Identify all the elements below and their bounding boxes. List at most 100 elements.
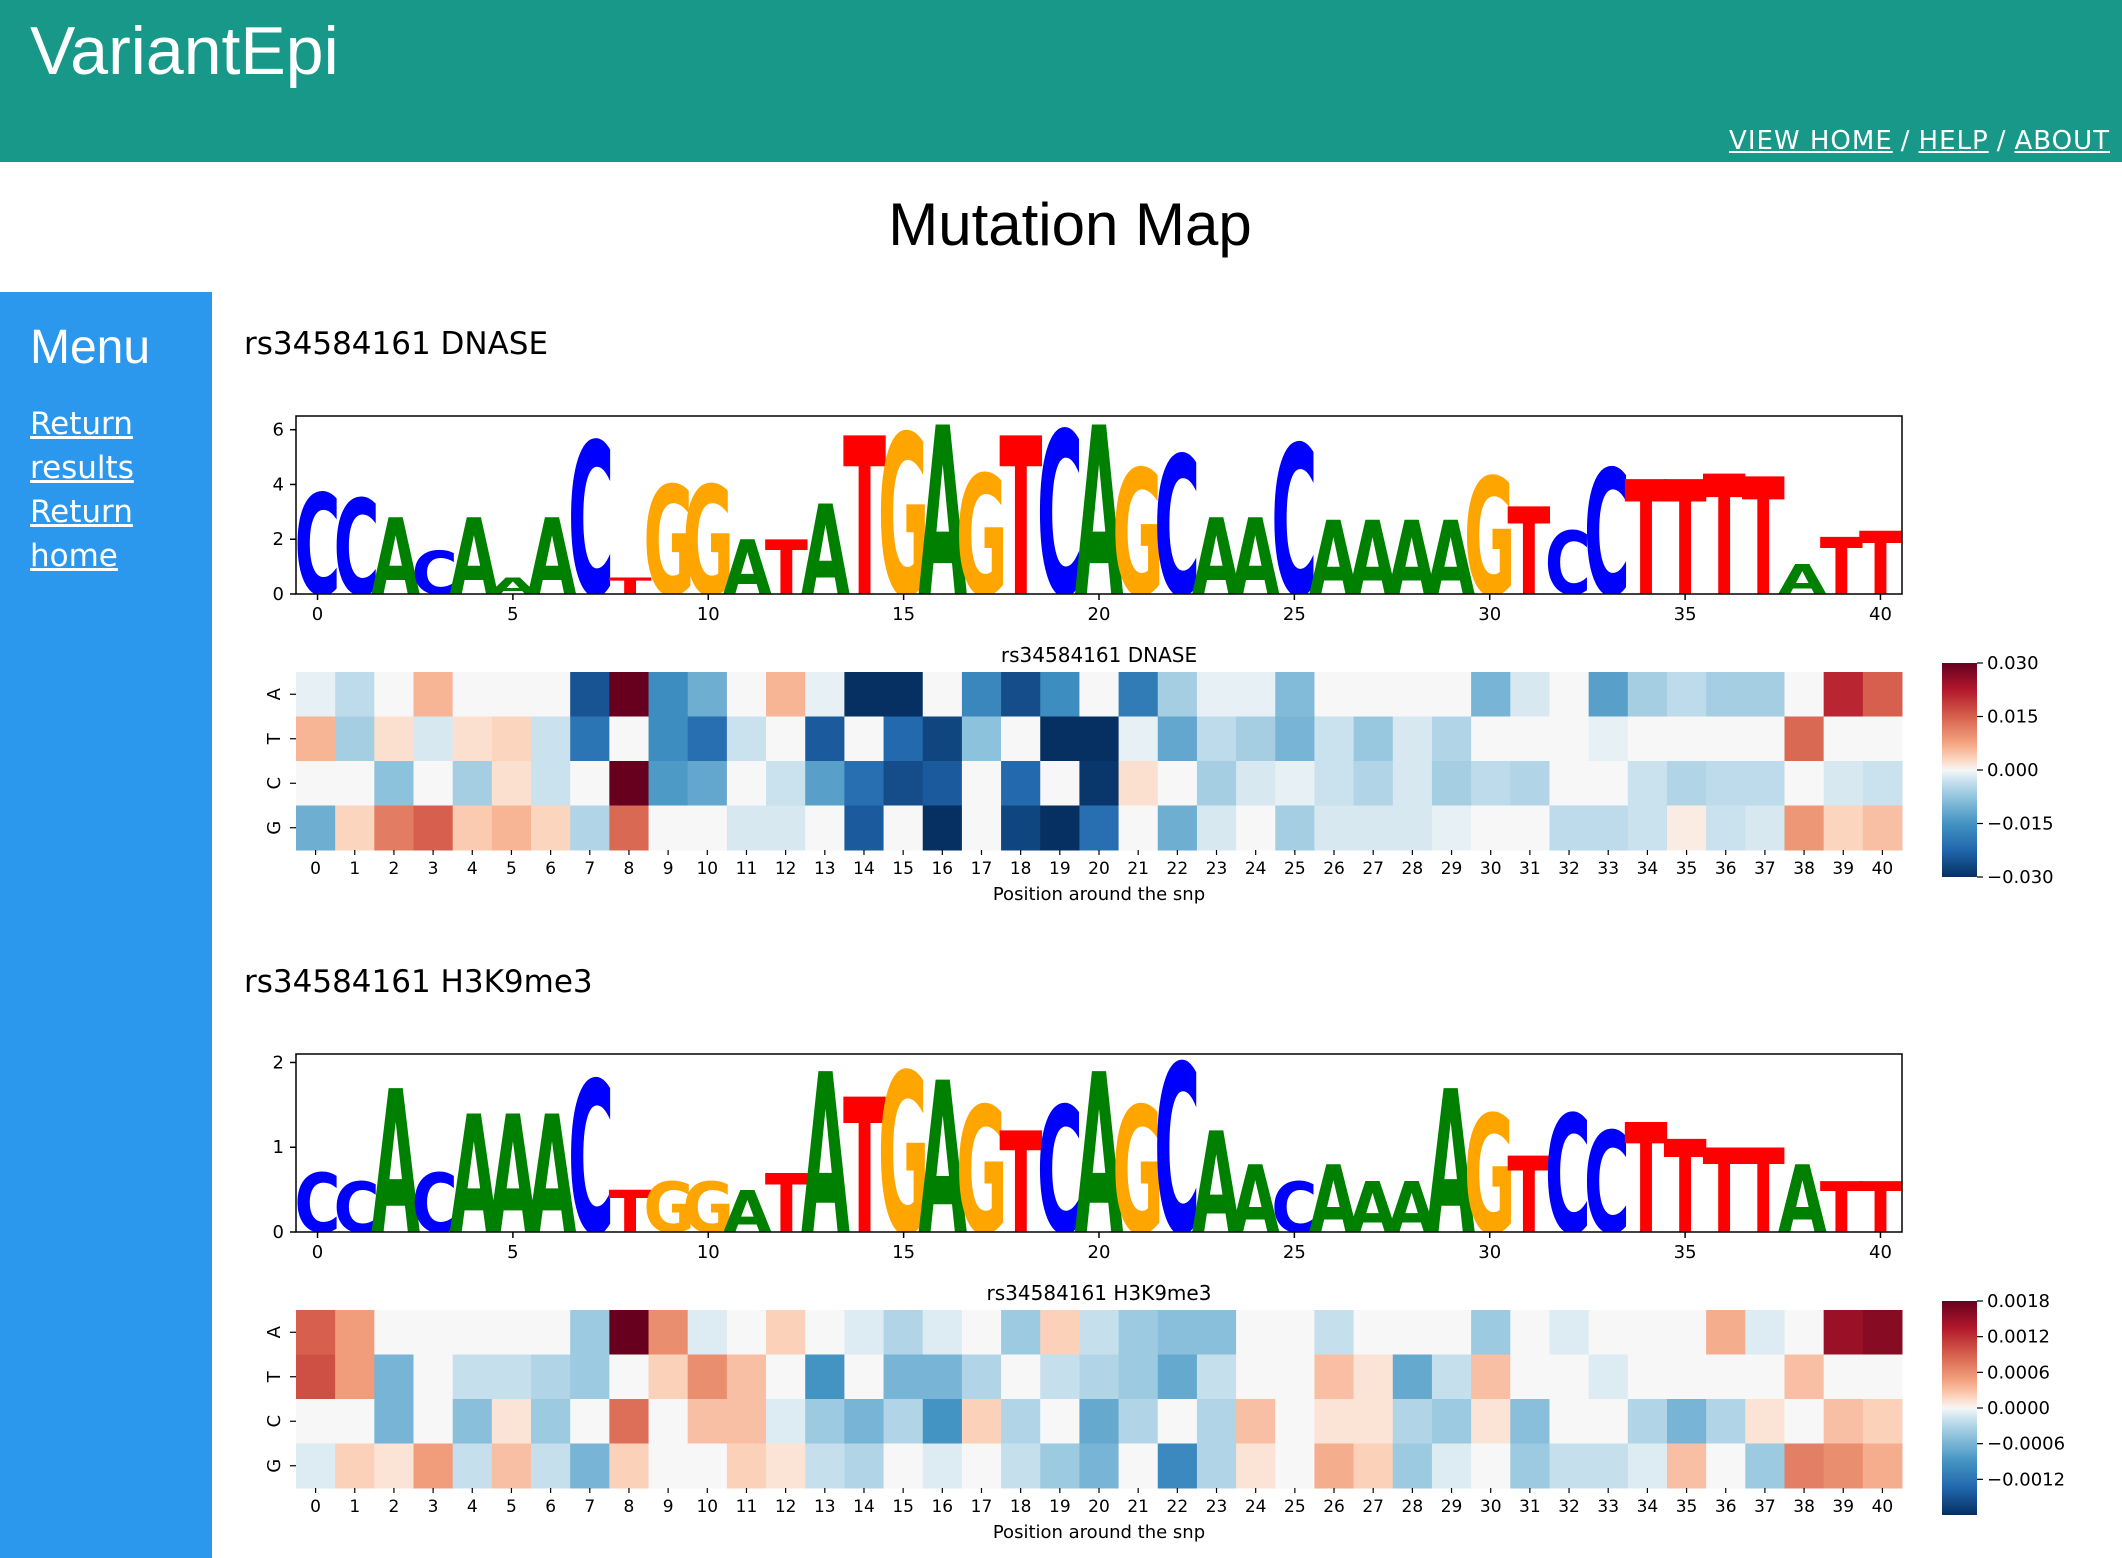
heatmap-cell <box>844 716 885 762</box>
heatmap-cell <box>1549 1399 1590 1444</box>
heatmap-cell <box>609 761 650 806</box>
logo-letter: A <box>1231 1145 1280 1254</box>
heatmap-cell <box>570 1310 610 1355</box>
heatmap-cell <box>1196 716 1237 762</box>
heatmap-cell <box>1588 805 1629 851</box>
logo-letter: A <box>918 400 967 650</box>
heatmap-cell <box>1392 1310 1433 1355</box>
return-results-link[interactable]: Return results <box>30 406 134 486</box>
heatmap-cell <box>1001 761 1041 806</box>
heatmap-cell <box>1706 1354 1746 1400</box>
heatmap-cell <box>531 672 571 717</box>
heatmap-cell <box>1040 1354 1080 1400</box>
logo-letter: T <box>609 1179 652 1246</box>
row-label: T <box>264 1370 285 1383</box>
heatmap-cell <box>961 672 1002 717</box>
heatmap-cell <box>1510 672 1550 717</box>
heatmap-cell <box>1314 1443 1355 1489</box>
column-label: 30 <box>1480 1497 1502 1517</box>
column-label: 27 <box>1362 1497 1384 1517</box>
column-label: 26 <box>1323 1497 1345 1517</box>
section-title-h3k9me3: rs34584161 H3K9me3 <box>244 964 593 1000</box>
column-label: 4 <box>467 859 478 879</box>
logo-letter: G <box>956 442 1008 634</box>
heatmap-cell <box>609 1399 650 1444</box>
heatmap-cell <box>296 672 336 717</box>
column-label: 24 <box>1245 1497 1267 1517</box>
heatmap-cell <box>1745 1354 1785 1400</box>
logo-letter: T <box>1742 1125 1785 1260</box>
column-label: 15 <box>892 1497 914 1517</box>
colorbar-tick-label: 0.030 <box>1987 653 2039 674</box>
heatmap-cell <box>1862 1399 1903 1444</box>
heatmap-title: rs34584161 DNASE <box>1001 643 1197 667</box>
heatmap-cell <box>1862 805 1903 851</box>
heatmap-cell <box>296 1399 336 1444</box>
heatmap-cell <box>1784 805 1825 851</box>
colorbar-tick-label: 0.015 <box>1987 707 2039 728</box>
logo-letters: CCACAAACTGGATATGAGTCAGCAACAAAAGTCCTTTTAT… <box>296 1040 1902 1282</box>
y-tick-label: 4 <box>273 474 284 495</box>
heatmap-cell <box>609 1310 650 1355</box>
column-label: 9 <box>663 1497 674 1517</box>
heatmap-cell <box>1706 805 1746 851</box>
heatmap-cell <box>1079 672 1120 717</box>
heatmap-cell <box>1353 716 1394 762</box>
nav-view-home-link[interactable]: VIEW HOME <box>1729 126 1893 156</box>
heatmap-cell <box>335 1443 375 1489</box>
y-tick-label: 2 <box>273 529 284 550</box>
heatmap-cell <box>1745 1399 1785 1444</box>
dnase-mutation-map: CCACAAACTGGATATGAGTCAGCAACAAAAGTCCTTTTAT… <box>264 400 2054 905</box>
y-tick-label: 0 <box>273 1222 284 1243</box>
column-label: 14 <box>853 859 875 879</box>
heatmap-cell <box>961 805 1002 851</box>
logo-letter: C <box>1584 1103 1630 1265</box>
heatmap-cell <box>1510 805 1550 851</box>
nav-about-link[interactable]: ABOUT <box>2014 126 2110 156</box>
heatmap-cell <box>1392 805 1433 851</box>
heatmap-cell <box>1784 761 1825 806</box>
heatmap-cell <box>1314 1310 1355 1355</box>
nav-help-link[interactable]: HELP <box>1918 126 1989 156</box>
heatmap-cell <box>413 1399 454 1444</box>
heatmap-cell <box>1001 1399 1041 1444</box>
logo-letter: T <box>1507 1136 1550 1257</box>
heatmap-cell <box>374 761 415 806</box>
logo-letter: A <box>1309 500 1358 618</box>
x-tick-label: 15 <box>892 1242 915 1263</box>
logo-letter: T <box>1625 1094 1668 1269</box>
logo-letter: A <box>723 1179 772 1246</box>
heatmap-cell <box>1549 1354 1590 1400</box>
column-label: 30 <box>1480 859 1502 879</box>
heatmap-cell <box>531 1443 571 1489</box>
heatmap-cell <box>883 1443 924 1489</box>
heatmap-cell <box>570 716 610 762</box>
row-label: G <box>264 1459 285 1473</box>
heatmap-cell <box>648 1443 689 1489</box>
column-label: 10 <box>696 859 718 879</box>
heatmap-cell <box>1157 1443 1198 1489</box>
logo-letter: A <box>1426 1049 1475 1279</box>
y-tick-label: 1 <box>273 1137 284 1158</box>
return-home-link[interactable]: Return home <box>30 494 133 574</box>
heatmap-cell <box>1196 761 1237 806</box>
heatmap-cell <box>922 1310 963 1355</box>
heatmap-cell <box>1431 672 1472 717</box>
logo-letter: C <box>568 1040 614 1282</box>
logo-letter: A <box>1231 498 1280 619</box>
logo-letter: A <box>1426 500 1475 618</box>
heatmap-cell <box>1666 1354 1707 1400</box>
heatmap-cell <box>1353 672 1394 717</box>
column-label: 28 <box>1402 859 1424 879</box>
column-label: 1 <box>349 1497 360 1517</box>
logo-letter: C <box>412 538 458 608</box>
column-label: 19 <box>1049 1497 1071 1517</box>
heatmap-cell <box>1745 716 1785 762</box>
heatmap-cell <box>491 1399 532 1444</box>
heatmap-cell <box>1236 672 1276 717</box>
column-label: 31 <box>1519 859 1541 879</box>
logo-letter: G <box>1464 444 1516 632</box>
heatmap-cell <box>1392 672 1433 717</box>
colorbar <box>1942 1301 1977 1515</box>
heatmap-cell <box>1314 1354 1355 1400</box>
